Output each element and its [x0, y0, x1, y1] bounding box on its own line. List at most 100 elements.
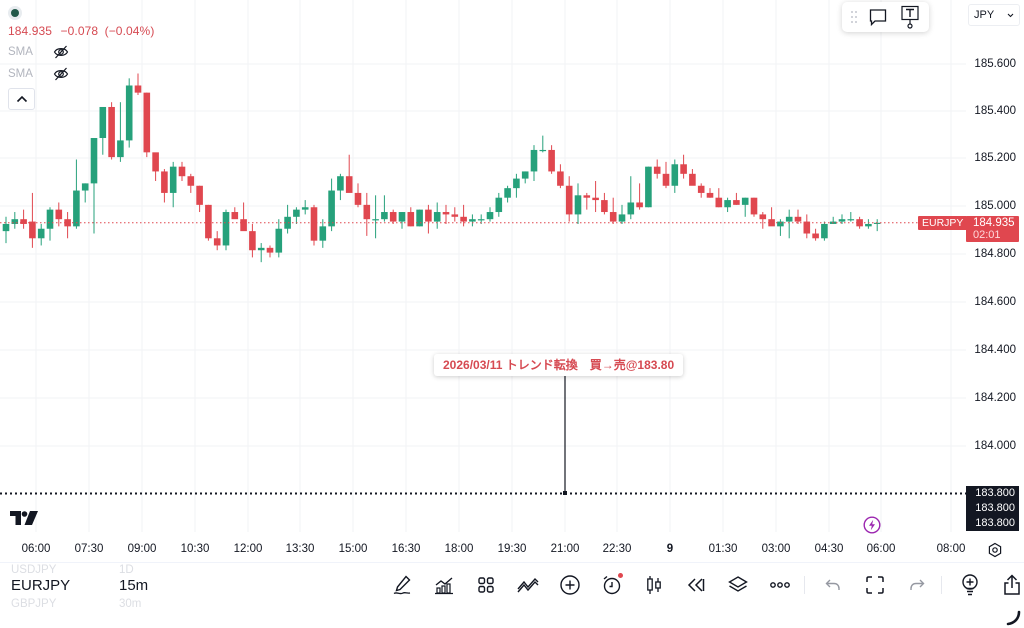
candle: [821, 221, 828, 241]
candle: [196, 185, 203, 213]
time-axis-label: 18:00: [444, 543, 474, 555]
annotation-anchor[interactable]: [563, 491, 567, 495]
trend-reversal-annotation[interactable]: 2026/03/11 トレンド転換 買→売@183.80: [434, 354, 684, 376]
indicators-button[interactable]: [430, 571, 458, 599]
candle: [134, 73, 142, 96]
currency-select[interactable]: JPY: [968, 4, 1020, 26]
candle: [469, 214, 476, 227]
resize-handle-icon[interactable]: [1004, 610, 1022, 626]
price-axis-label: 185.000: [974, 200, 1016, 212]
ideas-button[interactable]: [956, 571, 984, 599]
candle: [460, 204, 467, 227]
layouts-button[interactable]: [472, 571, 500, 599]
candle: [671, 159, 679, 193]
chevron-up-icon: [16, 95, 27, 103]
crosshair-price-tags: 183.800 183.800 183.800: [966, 486, 1019, 531]
candle: [345, 154, 353, 193]
time-axis[interactable]: 06:00 07:30 09:00 10:30 12:00 13:30 15:00 16:30…: [0, 532, 966, 562]
compare-button[interactable]: [514, 571, 542, 599]
redo-button[interactable]: [903, 571, 931, 599]
eye-off-icon[interactable]: [53, 44, 69, 60]
candle: [557, 164, 564, 189]
crosshair-price-tag: 183.800: [966, 516, 1019, 531]
picker-row-eurjpy[interactable]: EURJPY 15m: [11, 577, 291, 594]
symbol-interval-picker[interactable]: USDJPY 1D EURJPY 15m GBPJPY 30m: [0, 563, 300, 613]
replay-button[interactable]: [682, 571, 710, 599]
settings-hexagon-icon[interactable]: [987, 542, 1003, 558]
price-axis-label: 185.600: [974, 58, 1016, 70]
price-axis-label: 184.200: [974, 392, 1016, 404]
candle: [275, 219, 283, 258]
layers-icon: [728, 576, 748, 592]
indicator-row-sma-2[interactable]: SMA: [8, 66, 154, 82]
object-tree-button[interactable]: [724, 571, 752, 599]
chart-type-button[interactable]: [640, 571, 668, 599]
replay-rewind-icon: [687, 578, 705, 592]
candle: [337, 173, 344, 201]
fullscreen-button[interactable]: [861, 571, 889, 599]
chevron-down-icon: [1007, 13, 1014, 17]
candle: [768, 207, 775, 227]
time-axis-label: 22:30: [602, 543, 632, 555]
undo-icon: [825, 579, 840, 590]
candle: [530, 145, 538, 181]
candle: [293, 207, 300, 224]
flash-events-icon[interactable]: [863, 516, 881, 534]
drawing-tools-button[interactable]: [388, 571, 416, 599]
add-button[interactable]: [556, 571, 584, 599]
price-axis-label: 185.200: [974, 152, 1016, 164]
time-axis-label: 9: [666, 543, 674, 555]
time-axis-label: 03:00: [761, 543, 791, 555]
candle: [486, 207, 494, 222]
price-axis[interactable]: 185.600 185.400 185.200 185.000 184.800 184.6…: [966, 0, 1024, 532]
candle: [231, 207, 239, 220]
undo-button[interactable]: [819, 571, 847, 599]
time-axis-label: 09:00: [127, 543, 157, 555]
time-axis-label: 10:30: [180, 543, 210, 555]
candle: [794, 209, 802, 224]
candle: [513, 173, 520, 198]
text-anchor-icon: [901, 5, 919, 29]
candle: [46, 207, 54, 241]
alerts-button[interactable]: [598, 571, 626, 599]
candle: [873, 219, 881, 232]
candlestick-chart[interactable]: [0, 0, 966, 532]
candle: [11, 212, 19, 229]
indicator-label: SMA: [8, 46, 33, 58]
picker-row-usdjpy[interactable]: USDJPY 1D: [11, 564, 291, 576]
bar-countdown: 02:01: [973, 229, 1001, 241]
toolbar-divider: [804, 576, 805, 594]
candle: [407, 207, 415, 227]
indicator-row-sma-1[interactable]: SMA: [8, 44, 154, 60]
candle: [574, 183, 582, 224]
time-axis-label: 19:30: [497, 543, 527, 555]
picker-row-gbpjpy[interactable]: GBPJPY 30m: [11, 598, 291, 610]
candle: [433, 202, 441, 229]
alert-notification-dot: [618, 573, 623, 578]
candle: [249, 223, 256, 258]
tradingview-logo-icon[interactable]: [10, 510, 38, 526]
floating-drawing-toolbar: [842, 2, 929, 32]
add-comment-button[interactable]: [865, 4, 891, 30]
candle: [389, 209, 397, 224]
collapse-legend-button[interactable]: [8, 88, 35, 110]
share-button[interactable]: [998, 571, 1024, 599]
legend-price: 184.935: [8, 24, 53, 38]
eye-off-icon[interactable]: [53, 66, 69, 82]
candle: [310, 204, 318, 246]
candle: [803, 214, 811, 239]
candle: [178, 161, 186, 181]
candle: [187, 173, 195, 193]
candle: [425, 204, 432, 234]
layout-grid-icon: [478, 577, 494, 593]
drag-grip-icon[interactable]: [849, 10, 859, 24]
candle: [20, 209, 27, 229]
chart-pane[interactable]: [0, 0, 966, 532]
more-button[interactable]: [766, 571, 794, 599]
candle: [697, 183, 705, 198]
candle: [785, 209, 793, 239]
legend-change: −0.078: [60, 24, 99, 38]
crosshair-price-tag: 183.800: [966, 501, 1019, 516]
add-text-note-button[interactable]: [897, 4, 923, 30]
market-status-icon[interactable]: [8, 6, 22, 20]
